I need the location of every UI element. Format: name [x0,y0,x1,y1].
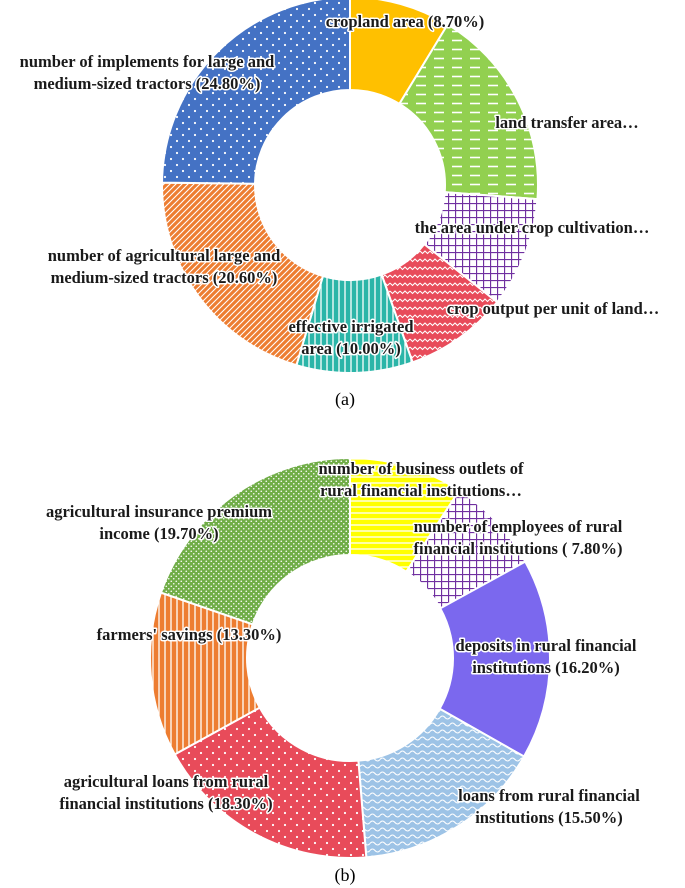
donut-chart-a: cropland area (8.70%)land transfer area…… [18,0,661,410]
donut-b-label-5-line-1: agricultural loans from rural [64,772,269,791]
panel-caption-a: (a) [335,389,355,410]
donut-b-label-3-line-2: institutions (16.20%) [472,658,620,677]
donut-a-label-4-line-1: crop output per unit of land… [447,299,660,318]
donut-a-label-4: crop output per unit of land… [447,299,660,318]
donut-b-label-2-line-1: number of employees of rural [414,517,623,536]
donut-a-label-6: number of agricultural large and medium-s… [48,246,281,287]
donut-b-label-3-line-1: deposits in rural financial [455,636,636,655]
donut-a-slice-7: number of implements for large and mediu… [161,0,351,185]
donut-b-label-1-line-2: rural financial institutions… [320,481,522,500]
donut-a-slice-6: number of agricultural large and medium-… [161,181,325,367]
donut-b-slice-3: deposits in rural financial institutions… [438,560,551,758]
donut-b-label-1: number of business outlets of rural finan… [318,459,524,500]
donut-b-label-1-line-1: number of business outlets of [318,459,524,478]
donut-b-label-7-line-1: agricultural insurance premium [46,502,272,521]
donut-b-label-3: deposits in rural financial institutions … [455,636,636,677]
donut-b-label-7-line-2: income (19.70%) [99,524,218,543]
panel-caption-b: (b) [335,865,356,886]
donut-a-label-1-line-1: cropland area (8.70%) [326,12,484,31]
donut-a-label-6-line-2: medium-sized tractors (20.60%) [51,268,278,287]
donut-a-label-7-line-1: number of implements for large and [20,52,275,71]
donut-a-label-3-line-1: the area under crop cultivation… [415,218,650,237]
donut-b-label-2-line-2: financial institutions ( 7.80%) [413,539,622,558]
donut-b-label-6-line-1: farmers' savings (13.30%) [97,625,282,644]
donut-chart-b: number of business outlets of rural fina… [44,456,642,886]
donut-b-label-2: number of employees of rural financial in… [413,517,622,558]
donut-b-label-5-line-2: financial institutions (18.30%) [59,794,272,813]
donut-a-slice-2: land transfer area… [398,23,539,201]
donut-b-slice-5: agricultural loans from rural financial … [173,706,368,859]
donut-b-label-4-line-1: loans from rural financial [458,786,640,805]
donut-b-slice-4: loans from rural financial institutions … [357,707,526,859]
donut-a-label-5: effective irrigated area (10.00%) [288,317,413,358]
donut-a-label-2: land transfer area… [495,113,638,132]
donut-b-label-7: agricultural insurance premium income (19… [46,502,272,543]
donut-a-label-7: number of implements for large and medium… [20,52,275,93]
donut-a-label-5-line-1: effective irrigated [288,317,413,336]
donut-a-label-6-line-1: number of agricultural large and [48,246,281,265]
donut-a-label-7-line-2: medium-sized tractors (24.80%) [34,74,261,93]
donut-a-label-5-line-2: area (10.00%) [301,339,401,358]
donut-b-label-5: agricultural loans from rural financial i… [59,772,272,813]
donut-b-label-4-line-2: institutions (15.50%) [475,808,623,827]
donut-b-slice-7: agricultural insurance premium income (1… [159,456,351,626]
donut-a-label-1: cropland area (8.70%) [326,12,484,31]
donut-b-label-6: farmers' savings (13.30%) [97,625,282,644]
donut-a-label-3: the area under crop cultivation… [415,218,650,237]
donut-b-label-4: loans from rural financial institutions (… [458,786,640,827]
donut-a-label-2-line-1: land transfer area… [495,113,638,132]
